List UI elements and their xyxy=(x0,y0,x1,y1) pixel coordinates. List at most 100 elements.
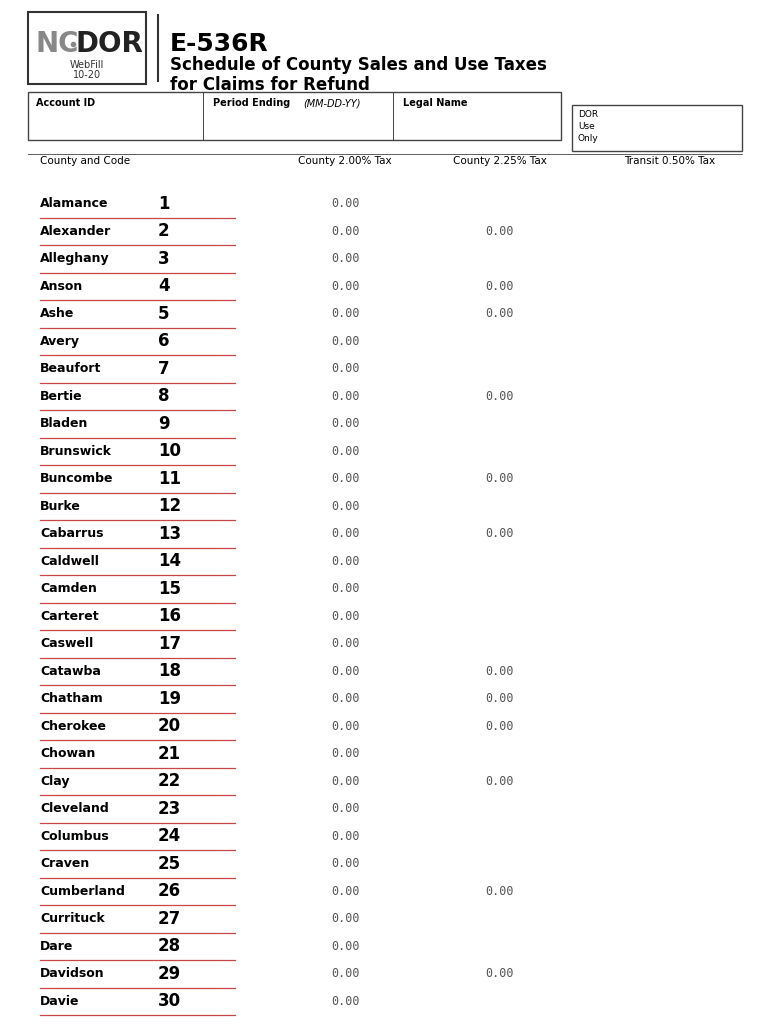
Text: Carteret: Carteret xyxy=(40,609,99,623)
Text: Columbus: Columbus xyxy=(40,829,109,843)
Text: 25: 25 xyxy=(158,855,181,872)
Text: WebFill: WebFill xyxy=(70,59,104,70)
Text: 0.00: 0.00 xyxy=(331,857,360,870)
Text: Ashe: Ashe xyxy=(40,307,75,321)
Text: Bertie: Bertie xyxy=(40,389,82,402)
Text: 0.00: 0.00 xyxy=(331,362,360,375)
Text: Cherokee: Cherokee xyxy=(40,720,106,732)
Text: Alleghany: Alleghany xyxy=(40,252,109,265)
Text: Transit 0.50% Tax: Transit 0.50% Tax xyxy=(624,156,715,166)
Text: Caswell: Caswell xyxy=(40,637,93,650)
Text: Buncombe: Buncombe xyxy=(40,472,113,485)
Bar xyxy=(28,92,561,140)
Text: Account ID: Account ID xyxy=(36,98,95,108)
Text: 7: 7 xyxy=(158,359,169,378)
Text: 0.00: 0.00 xyxy=(331,912,360,925)
Text: 30: 30 xyxy=(158,992,181,1010)
Text: 0.00: 0.00 xyxy=(331,472,360,485)
Text: 0.00: 0.00 xyxy=(331,252,360,265)
Text: DOR: DOR xyxy=(76,30,144,57)
Text: 18: 18 xyxy=(158,663,181,680)
Bar xyxy=(28,12,146,84)
Text: 24: 24 xyxy=(158,827,181,845)
Text: 0.00: 0.00 xyxy=(331,885,360,898)
Text: 0.00: 0.00 xyxy=(331,582,360,595)
Text: 17: 17 xyxy=(158,635,181,652)
Text: 0.00: 0.00 xyxy=(331,637,360,650)
Text: 11: 11 xyxy=(158,470,181,487)
Text: Bladen: Bladen xyxy=(40,417,89,430)
Text: Currituck: Currituck xyxy=(40,912,105,925)
Text: Chatham: Chatham xyxy=(40,692,102,706)
Text: 0.00: 0.00 xyxy=(331,444,360,458)
Text: 1: 1 xyxy=(158,195,169,213)
Text: 0.00: 0.00 xyxy=(331,692,360,706)
Text: 0.00: 0.00 xyxy=(331,280,360,293)
Text: 0.00: 0.00 xyxy=(486,774,514,787)
Text: Camden: Camden xyxy=(40,582,97,595)
Text: 10: 10 xyxy=(158,442,181,460)
Text: 0.00: 0.00 xyxy=(486,280,514,293)
Text: 28: 28 xyxy=(158,937,181,955)
Text: NC: NC xyxy=(36,30,79,57)
Text: 0.00: 0.00 xyxy=(331,555,360,567)
Text: Craven: Craven xyxy=(40,857,89,870)
Text: 19: 19 xyxy=(158,689,181,708)
Text: E-536R: E-536R xyxy=(170,32,269,56)
Text: DOR: DOR xyxy=(578,110,598,119)
Text: 15: 15 xyxy=(158,580,181,598)
Text: Avery: Avery xyxy=(40,335,80,347)
Text: 0.00: 0.00 xyxy=(331,307,360,321)
Text: 4: 4 xyxy=(158,278,169,295)
Text: Use: Use xyxy=(578,122,594,131)
Text: 0.00: 0.00 xyxy=(331,720,360,732)
Text: Only: Only xyxy=(578,134,599,143)
Text: Alexander: Alexander xyxy=(40,224,111,238)
Text: Brunswick: Brunswick xyxy=(40,444,112,458)
Text: 22: 22 xyxy=(158,772,181,791)
Text: 8: 8 xyxy=(158,387,169,406)
Text: 27: 27 xyxy=(158,909,181,928)
Text: Period Ending: Period Ending xyxy=(213,98,293,108)
Text: for Claims for Refund: for Claims for Refund xyxy=(170,76,370,94)
Text: Cabarrus: Cabarrus xyxy=(40,527,103,540)
Text: Legal Name: Legal Name xyxy=(403,98,467,108)
Text: Burke: Burke xyxy=(40,500,81,513)
Text: 3: 3 xyxy=(158,250,169,267)
Text: 0.00: 0.00 xyxy=(331,994,360,1008)
Text: 0.00: 0.00 xyxy=(331,417,360,430)
Text: Cumberland: Cumberland xyxy=(40,885,125,898)
Text: Cleveland: Cleveland xyxy=(40,802,109,815)
Text: 13: 13 xyxy=(158,524,181,543)
Text: 0.00: 0.00 xyxy=(331,609,360,623)
Text: 0.00: 0.00 xyxy=(331,748,360,760)
Text: 16: 16 xyxy=(158,607,181,625)
Text: Beaufort: Beaufort xyxy=(40,362,102,375)
Text: Davie: Davie xyxy=(40,994,79,1008)
Text: 0.00: 0.00 xyxy=(486,307,514,321)
Text: County 2.25% Tax: County 2.25% Tax xyxy=(453,156,547,166)
Text: 0.00: 0.00 xyxy=(486,389,514,402)
Text: Clay: Clay xyxy=(40,774,69,787)
Text: 0.00: 0.00 xyxy=(331,335,360,347)
Text: 23: 23 xyxy=(158,800,181,817)
Text: 0.00: 0.00 xyxy=(331,967,360,980)
Text: 0.00: 0.00 xyxy=(486,665,514,678)
Text: Catawba: Catawba xyxy=(40,665,101,678)
Bar xyxy=(572,105,742,151)
Text: 0.00: 0.00 xyxy=(331,802,360,815)
Text: 6: 6 xyxy=(158,332,169,350)
Text: 20: 20 xyxy=(158,717,181,735)
Text: 0.00: 0.00 xyxy=(486,692,514,706)
Text: 0.00: 0.00 xyxy=(486,885,514,898)
Text: 29: 29 xyxy=(158,965,181,983)
Text: County and Code: County and Code xyxy=(40,156,130,166)
Text: 0.00: 0.00 xyxy=(486,720,514,732)
Text: 0.00: 0.00 xyxy=(486,527,514,540)
Text: 0.00: 0.00 xyxy=(486,472,514,485)
Text: 0.00: 0.00 xyxy=(486,967,514,980)
Text: Alamance: Alamance xyxy=(40,197,109,210)
Text: 0.00: 0.00 xyxy=(331,665,360,678)
Text: 0.00: 0.00 xyxy=(331,527,360,540)
Text: 0.00: 0.00 xyxy=(331,389,360,402)
